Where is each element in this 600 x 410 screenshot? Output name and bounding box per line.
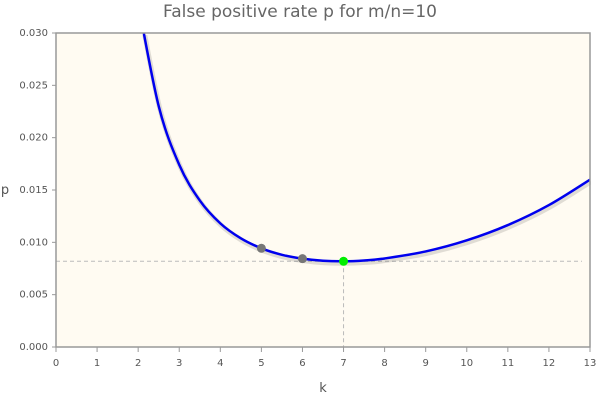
y-tick-label: 0.030 [19, 28, 48, 39]
chart-title: False positive rate p for m/n=10 [162, 2, 437, 22]
optimum-point [339, 256, 349, 266]
series-line [142, 33, 590, 263]
plot-border [55, 32, 591, 348]
x-tick-label: 13 [584, 358, 597, 369]
x-tick-label: 12 [543, 358, 556, 369]
data-point [297, 254, 307, 264]
x-tick-label: 6 [299, 358, 305, 369]
y-tick-label: 0.025 [19, 80, 48, 91]
x-tick-label: 11 [501, 358, 514, 369]
x-tick-label: 2 [135, 358, 141, 369]
x-tick-label: 7 [340, 358, 346, 369]
x-tick-label: 8 [381, 358, 387, 369]
y-tick-label: 0.015 [19, 185, 48, 196]
x-tick-label: 1 [94, 358, 100, 369]
y-tick-label: 0.010 [19, 237, 48, 248]
y-tick-label: 0.000 [19, 342, 48, 353]
x-axis-label: k [319, 381, 327, 396]
y-tick-label: 0.020 [19, 133, 48, 144]
x-tick-label: 9 [423, 358, 429, 369]
x-tick-label: 0 [53, 358, 59, 369]
plot-area [56, 33, 590, 347]
x-tick-label: 4 [217, 358, 223, 369]
y-axis-label: p [1, 183, 9, 198]
x-tick-label: 5 [258, 358, 264, 369]
data-point [256, 243, 266, 253]
y-tick-label: 0.005 [19, 290, 48, 301]
x-tick-label: 10 [460, 358, 473, 369]
x-tick-label: 3 [176, 358, 182, 369]
